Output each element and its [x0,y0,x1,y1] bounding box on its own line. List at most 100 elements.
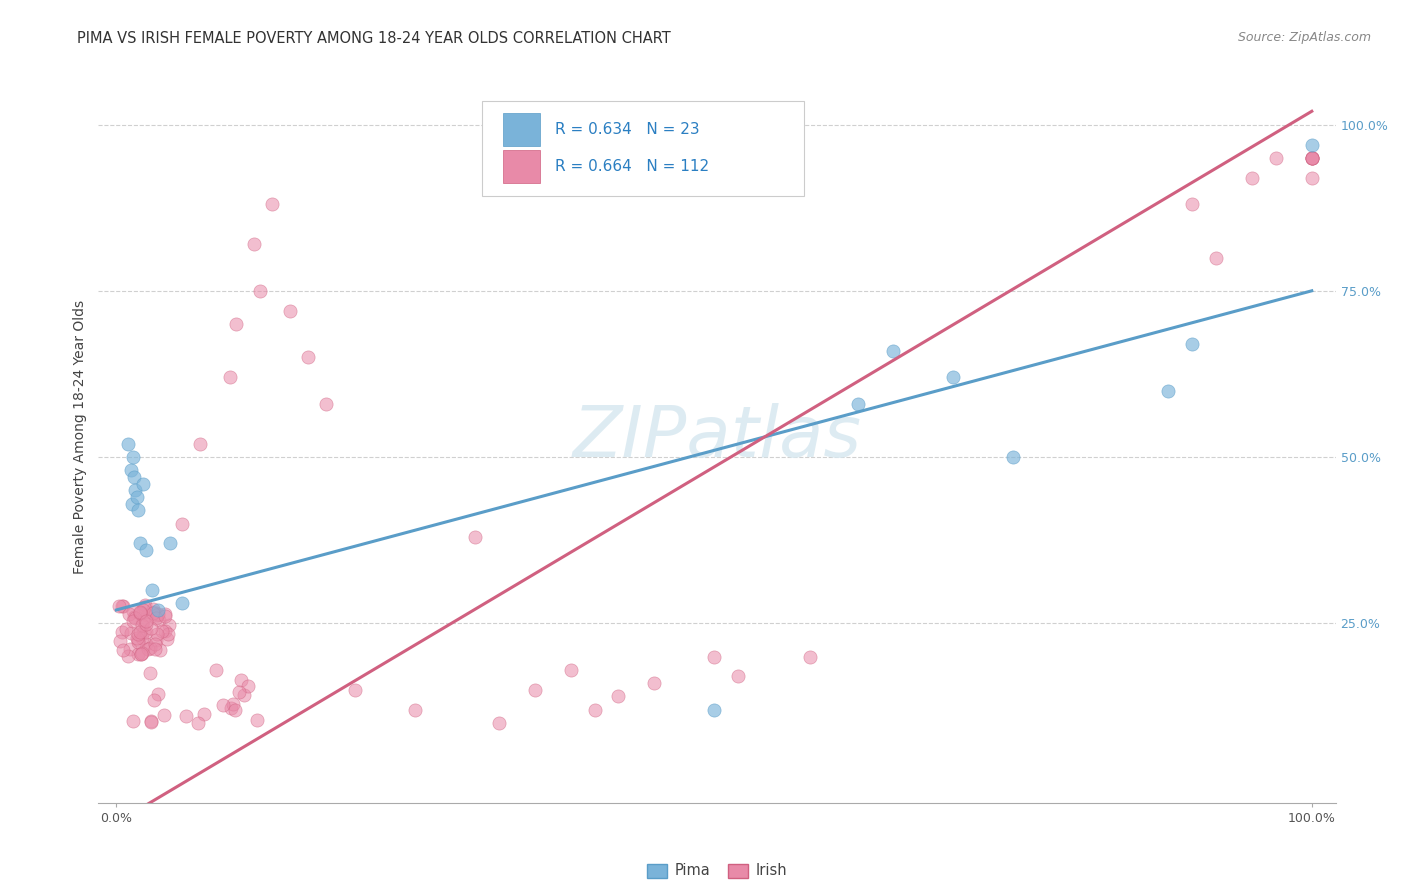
Point [111,624,134,639]
Point [1157,384,1180,398]
Point [135,625,157,640]
Point [150,624,173,639]
Text: PIMA VS IRISH FEMALE POVERTY AMONG 18-24 YEAR OLDS CORRELATION CHART: PIMA VS IRISH FEMALE POVERTY AMONG 18-24… [77,31,671,46]
Point [132,603,155,617]
Point [136,608,159,623]
Point [224,703,246,717]
Point [145,611,167,625]
Point [222,697,245,711]
Point [142,602,165,616]
Text: ZIPatlas: ZIPatlas [572,402,862,472]
Point [135,615,157,629]
Point [131,646,153,660]
Point [583,703,606,717]
Point [125,490,148,504]
Point [122,615,145,629]
Point [236,679,259,693]
Point [187,715,209,730]
Point [124,470,146,484]
Point [344,682,367,697]
Point [315,397,337,411]
Point [131,632,153,646]
Point [155,609,177,624]
Point [127,648,149,662]
Point [159,536,181,550]
Point [132,599,155,614]
Point [846,397,869,411]
Bar [503,150,540,183]
Point [249,284,271,298]
Point [799,649,821,664]
Point [148,613,170,627]
Point [135,637,157,651]
Point [1301,170,1323,185]
Point [146,627,169,641]
Point [127,626,149,640]
Point [142,605,165,619]
Point [127,503,149,517]
Point [127,635,149,649]
Point [129,647,152,661]
Text: R = 0.634   N = 23: R = 0.634 N = 23 [555,122,700,137]
Point [146,608,169,623]
Point [942,370,965,384]
Point [141,607,163,621]
Point [219,701,242,715]
Point [703,703,725,717]
Point [243,237,266,252]
Point [278,303,301,318]
Point [260,197,283,211]
Point [155,632,177,647]
Point [117,436,139,450]
Point [155,607,177,622]
Point [156,627,179,641]
Point [139,665,162,680]
Point [1205,251,1227,265]
Point [297,351,319,365]
Point [131,617,153,632]
Point [607,690,630,704]
Point [523,682,546,697]
Point [139,714,162,729]
Point [225,317,247,331]
Point [149,642,172,657]
Point [122,610,145,624]
Point [1001,450,1024,464]
Point [1301,151,1323,165]
Point [122,450,145,464]
Point [188,436,211,450]
Point [219,370,242,384]
Point [134,624,156,639]
Point [129,606,152,620]
Point [148,603,170,617]
Point [108,599,131,614]
Point [143,637,166,651]
Point [404,703,426,717]
Point [108,633,131,648]
Y-axis label: Female Poverty Among 18-24 Year Olds: Female Poverty Among 18-24 Year Olds [73,300,87,574]
Point [464,530,486,544]
Point [212,698,235,713]
Point [153,708,176,723]
Point [229,673,252,687]
Point [124,611,146,625]
Point [727,669,749,683]
Point [703,649,725,664]
Point [143,693,166,707]
Bar [503,113,540,146]
Point [118,607,141,621]
Point [132,614,155,628]
Point [111,599,134,614]
Legend: Pima, Irish: Pima, Irish [641,857,793,884]
Point [139,714,162,728]
Point [1264,151,1286,165]
Point [245,713,267,727]
Point [129,624,152,639]
Point [114,622,136,636]
Point [125,631,148,645]
Point [141,582,163,597]
Point [1301,151,1323,165]
Point [1301,137,1323,152]
Point [1181,197,1204,211]
Point [138,640,160,655]
